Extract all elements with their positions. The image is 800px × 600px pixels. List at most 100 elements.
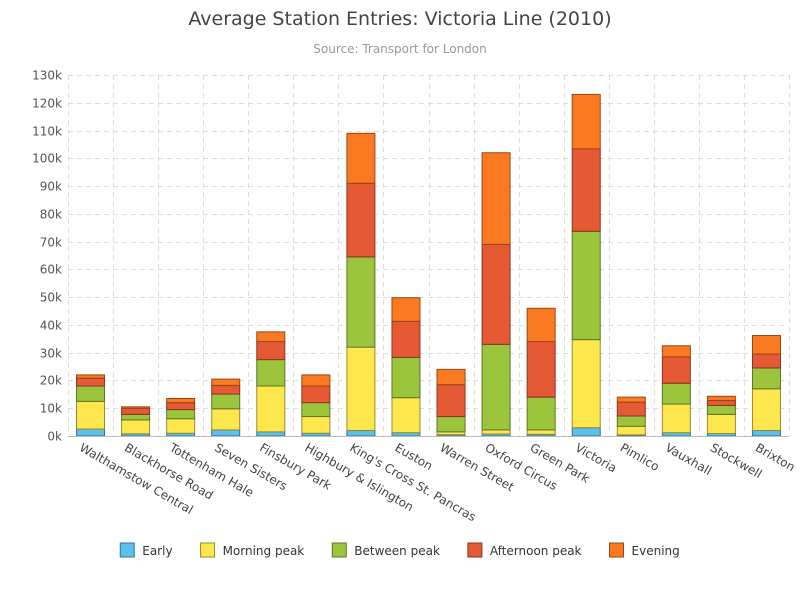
bar-segment xyxy=(346,132,376,184)
legend-label: Early xyxy=(142,544,172,558)
bar-segment xyxy=(751,429,781,437)
bar-segment xyxy=(526,396,556,431)
legend-item: Evening xyxy=(609,542,680,558)
y-tick-label: 120k xyxy=(32,97,62,111)
bar-segment xyxy=(346,256,376,348)
bar-segment xyxy=(211,408,241,431)
legend-label: Afternoon peak xyxy=(490,544,582,558)
x-tick-label: Pimlico xyxy=(618,440,662,473)
bar-segment xyxy=(706,404,736,415)
bar-segment xyxy=(436,384,466,418)
bar-segment xyxy=(211,429,241,437)
bar-segment xyxy=(661,382,691,405)
bar-segment xyxy=(571,427,601,437)
bar-segment xyxy=(751,334,781,355)
bar-segment xyxy=(526,307,556,343)
bar-segment xyxy=(616,425,646,436)
bar-segment xyxy=(481,343,511,431)
bar-segment xyxy=(211,384,241,395)
y-tick-label: 100k xyxy=(32,152,62,166)
bar-segment xyxy=(481,243,511,345)
legend-item: Early xyxy=(119,542,173,558)
bar-segment xyxy=(76,428,106,437)
bar-segment xyxy=(571,93,601,150)
bar-segment xyxy=(526,429,556,435)
bar-segment xyxy=(706,413,736,435)
chart-title: Average Station Entries: Victoria Line (… xyxy=(188,8,612,30)
bar-segment xyxy=(616,415,646,427)
bar-segment xyxy=(751,388,781,431)
y-tick-label: 110k xyxy=(32,125,62,139)
y-tick-label: 70k xyxy=(40,236,62,250)
y-tick-label: 90k xyxy=(40,180,62,194)
y-tick-label: 60k xyxy=(40,263,62,277)
bar-segment xyxy=(121,413,151,421)
legend-swatch xyxy=(609,542,625,558)
bar-segment xyxy=(661,356,691,384)
bar-segment xyxy=(301,416,331,434)
bar-segment xyxy=(751,353,781,369)
bar-segment xyxy=(256,359,286,387)
y-tick-label: 40k xyxy=(40,319,62,333)
bar-segment xyxy=(76,385,106,402)
bar-segment xyxy=(391,356,421,399)
bar-segment xyxy=(706,399,736,406)
legend-item: Morning peak xyxy=(200,542,305,558)
legend-label: Morning peak xyxy=(223,544,305,558)
bar-segment xyxy=(751,367,781,390)
y-tick-label: 80k xyxy=(40,208,62,222)
bar-segment xyxy=(391,297,421,322)
legend-item: Between peak xyxy=(331,542,440,558)
y-tick-label: 50k xyxy=(40,291,62,305)
bar-segment xyxy=(481,429,511,435)
bar-segment xyxy=(571,148,601,232)
bar-segment xyxy=(76,377,106,387)
bar-segment xyxy=(211,393,241,410)
bar-segment xyxy=(211,378,241,386)
bar-segment xyxy=(166,418,196,434)
y-tick-label: 20k xyxy=(40,374,62,388)
legend-label: Evening xyxy=(632,544,680,558)
bar-segment xyxy=(301,374,331,387)
y-tick-label: 0k xyxy=(47,430,62,444)
x-tick-label: Vauxhall xyxy=(663,440,714,478)
bar-segment xyxy=(526,341,556,398)
bar-segment xyxy=(481,152,511,245)
bar-segment xyxy=(571,230,601,341)
bar-segment xyxy=(436,416,466,433)
y-tick-label: 10k xyxy=(40,402,62,416)
bar-segment xyxy=(256,341,286,361)
bar-segment xyxy=(391,320,421,358)
chart-subtitle: Source: Transport for London xyxy=(313,42,487,56)
bar-segment xyxy=(76,400,106,430)
bar-segment xyxy=(301,385,331,404)
bar-segment xyxy=(256,431,286,437)
legend-item: Afternoon peak xyxy=(467,542,582,558)
bar-segment xyxy=(166,402,196,411)
bar-segment xyxy=(391,397,421,434)
bar-segment xyxy=(661,345,691,358)
legend-swatch xyxy=(467,542,483,558)
bar-segment xyxy=(661,403,691,434)
bar-segment xyxy=(256,331,286,343)
bar-segment xyxy=(616,401,646,417)
bar-segment xyxy=(346,346,376,431)
legend-swatch xyxy=(200,542,216,558)
bar-segment xyxy=(301,402,331,418)
bar-segment xyxy=(436,368,466,386)
bar-segment xyxy=(346,429,376,437)
bar-segment xyxy=(346,182,376,258)
legend: Early Morning peak Between peak Afternoon p… xyxy=(119,542,680,558)
bar-segment xyxy=(571,339,601,429)
bar-segment xyxy=(121,407,151,415)
bar-segment xyxy=(616,396,646,403)
y-tick-label: 30k xyxy=(40,347,62,361)
y-tick-label: 130k xyxy=(32,69,62,83)
bar-segment xyxy=(706,395,736,401)
bar-segment xyxy=(121,406,151,409)
bar-segment xyxy=(166,409,196,420)
legend-label: Between peak xyxy=(354,544,440,558)
bar-segment xyxy=(166,398,196,404)
